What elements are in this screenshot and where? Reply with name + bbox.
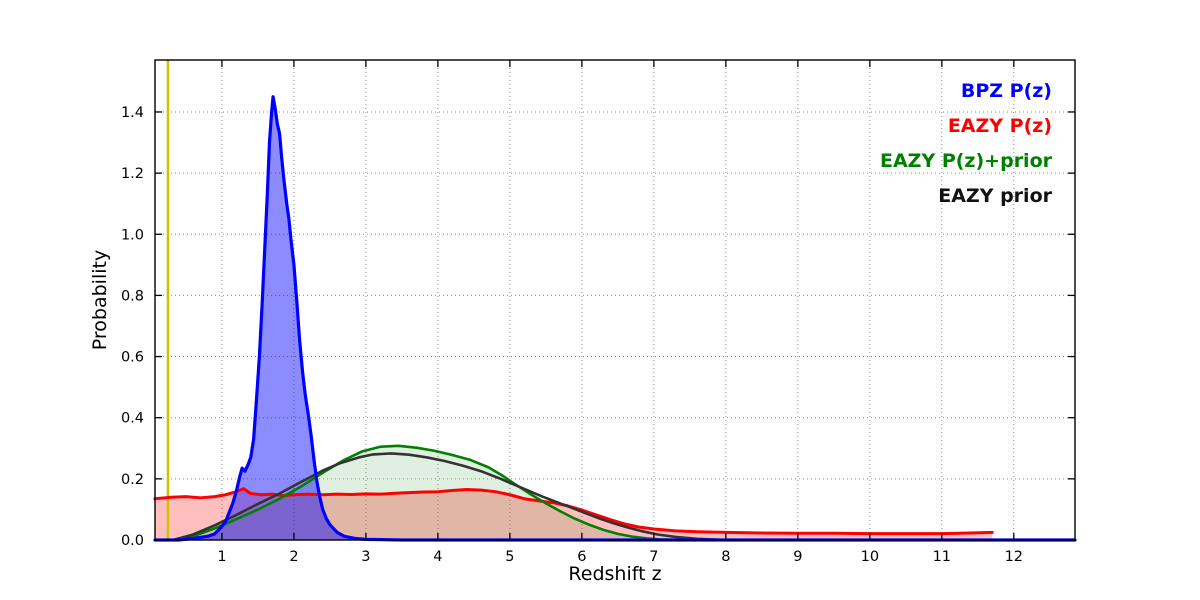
plot-frame	[154, 59, 1076, 541]
legend-entry-eazy-pz: EAZY P(z)	[947, 115, 1052, 137]
legend-entry-eazy-prior: EAZY prior	[938, 185, 1052, 207]
x-axis-label: Redshift z	[568, 563, 662, 585]
x-tick-label: 1	[217, 549, 226, 565]
eazy-prior-line	[171, 452, 749, 542]
x-tick-label: 2	[289, 549, 298, 565]
eazy-pz-fill	[155, 488, 993, 540]
y-tick-label: 1.4	[121, 105, 144, 121]
y-tick-label: 0.6	[121, 350, 144, 366]
legend-entry-bpz-pz: BPZ P(z)	[960, 80, 1052, 102]
eazy-pz-line	[153, 487, 994, 536]
x-tick-label: 11	[933, 549, 951, 565]
y-tick-label: 1.2	[121, 166, 144, 182]
chart-legend: BPZ P(z) EAZY P(z) EAZY P(z)+prior EAZY …	[880, 74, 1052, 214]
x-tick-label: 12	[1005, 549, 1023, 565]
bpz-pz-fill	[155, 96, 1075, 540]
y-tick-label: 0.0	[121, 533, 144, 549]
x-tick-label: 4	[433, 549, 442, 565]
y-tick-label: 0.8	[121, 288, 144, 304]
y-tick-label: 0.4	[121, 411, 144, 427]
x-tick-label: 3	[361, 549, 370, 565]
y-tick-label: 0.2	[121, 472, 144, 488]
y-tick-label: 1.0	[121, 227, 144, 243]
y-axis-label: Probability	[89, 249, 111, 351]
bpz-pz-line	[153, 95, 1077, 542]
legend-entry-eazy-pz-prior: EAZY P(z)+prior	[879, 150, 1052, 172]
x-tick-label: 8	[721, 549, 730, 565]
x-tick-label: 6	[577, 549, 586, 565]
x-tick-label: 5	[505, 549, 514, 565]
x-tick-label: 7	[649, 549, 658, 565]
eazy-pz-prior-line	[171, 444, 684, 542]
x-tick-label: 10	[861, 549, 879, 565]
x-tick-label: 9	[793, 549, 802, 565]
